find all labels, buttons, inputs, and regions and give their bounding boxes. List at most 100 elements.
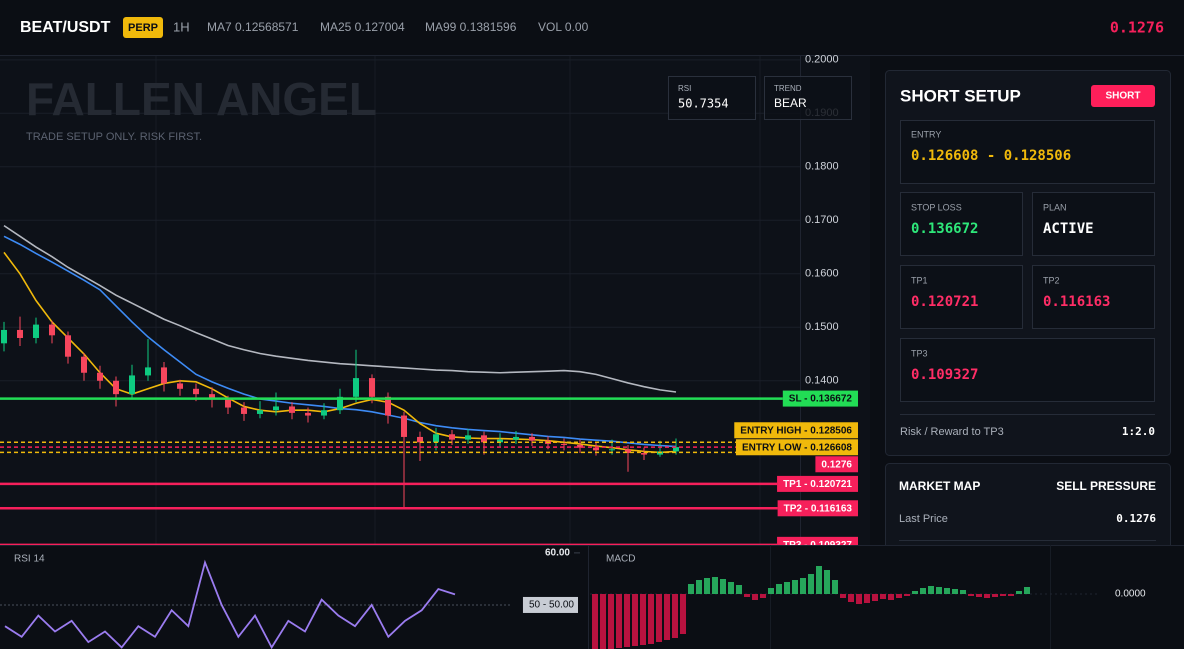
market-status: SELL PRESSURE [1056,479,1156,493]
histogram-bar [984,594,990,598]
level-tag: TP1 - 0.120721 [783,479,852,490]
candle-body [1,329,7,344]
candle-body [305,412,311,416]
candles [1,316,679,508]
histogram-bar [1008,594,1014,596]
histogram-bar [832,580,838,594]
candle-body [529,436,535,441]
histogram-bar [920,588,926,594]
watermark-text: FALLEN ANGEL [26,73,377,125]
level-tag: SL - 0.136672 [789,394,853,405]
histogram-bar [1024,587,1030,594]
levels: SL - 0.136672 ENTRY HIGH - 0.128506 0.1276… [0,390,858,553]
stat-box [764,76,852,120]
histogram-bar [928,586,934,594]
candle-body [113,380,119,395]
candle-body [337,396,343,411]
histogram-bar [704,578,710,594]
stat-value: 50.7354 [678,97,729,111]
last-price: 0.1276 [1110,19,1164,37]
histogram-bar [856,594,862,604]
v-grid [155,56,761,545]
histogram-bar [848,594,854,602]
ma25: MA25 0.127004 [320,20,405,34]
candle-body [465,435,471,440]
panel-title: SHORT SETUP [900,86,1021,105]
volume: VOL 0.00 [538,20,589,34]
interval[interactable]: 1H [173,19,190,34]
field-value: 0.120721 [911,294,978,310]
market-row-value: 0.1276 [1116,512,1156,525]
histogram-bar [952,589,958,594]
field-label: TP1 [911,275,928,285]
reference-tag-bg [522,596,578,613]
candle-body [497,439,503,443]
candle-body [65,335,71,357]
candle-body [449,434,455,440]
candle-body [369,378,375,397]
histogram-bar [672,594,678,638]
histogram-bar [904,594,910,596]
y-tick-label: 0.2000 [805,54,839,66]
field-value: 0.109327 [911,367,978,383]
field-value: 0.136672 [911,221,978,237]
histogram-bar [696,580,702,594]
histogram-bar [960,590,966,594]
field-box [900,338,1155,402]
stat-label: TREND [774,84,802,93]
histogram-bar [864,594,870,603]
ma-line [3,224,677,393]
candle-body [577,444,583,448]
rsi-line [4,559,456,649]
stats: RSI 50.7354 TREND BEAR [668,76,852,120]
histogram-bar [968,594,974,596]
y-tick-label: 0.0000 [1115,589,1146,600]
short-button[interactable]: SHORT [1106,91,1141,102]
histogram-bar [912,591,918,594]
candle-body [49,324,55,336]
watermark: FALLEN ANGEL TRADE SETUP ONLY. RISK FIRS… [26,73,377,143]
candle-body [673,447,679,452]
y-tick-label: 60.00 [545,548,570,559]
candle-body [625,449,631,453]
short-button-bg[interactable] [1091,85,1155,107]
indicators: RSI 14 MACD 60.00 50 - 50.00 0.0000 [0,545,1184,649]
y-tick-label: 0.1500 [805,321,839,333]
ma7: MA7 0.12568571 [207,20,299,34]
histogram-bar [712,577,718,594]
candle-body [433,434,439,443]
candle-body [33,324,39,338]
field-label: TP3 [911,348,928,358]
candle-body [321,410,327,416]
stat-label: RSI [678,84,691,93]
candle-body [241,407,247,414]
header: BEAT/USDT PERP 1H MA7 0.12568571 MA25 0.… [0,17,1184,56]
histogram-bar [736,585,742,594]
histogram-bar [896,594,902,598]
histogram-bar [776,584,782,594]
field-box [900,120,1155,184]
badge-bg [123,17,163,38]
histogram-bar [936,587,942,594]
candle-body [513,436,519,440]
histogram-bar [720,579,726,594]
stat-value: BEAR [774,96,807,110]
candle-body [177,383,183,389]
candle-body [481,435,487,443]
candle-body [641,452,647,455]
histogram-bar [784,582,790,594]
histogram-bar [872,594,878,601]
candle-body [385,396,391,416]
histogram-bar [632,594,638,646]
candle-body [417,436,423,443]
stat-box [668,76,756,120]
field-box [1032,265,1155,329]
histogram-bar [592,594,598,649]
field-label: PLAN [1043,202,1067,212]
histogram-bar [640,594,646,645]
histogram-bar [1016,591,1022,594]
histogram-bar [888,594,894,600]
histogram-bar [656,594,662,642]
histogram-bar [840,594,846,598]
